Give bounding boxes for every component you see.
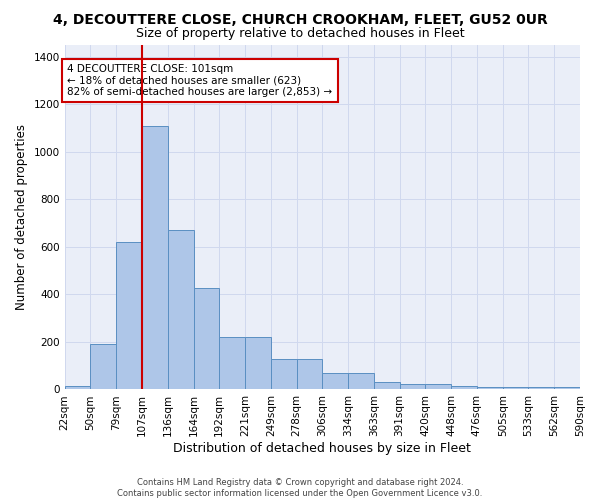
Bar — [296, 358, 322, 390]
Bar — [425, 384, 451, 390]
Text: 4, DECOUTTERE CLOSE, CHURCH CROOKHAM, FLEET, GU52 0UR: 4, DECOUTTERE CLOSE, CHURCH CROOKHAM, FL… — [53, 12, 547, 26]
Bar — [271, 358, 296, 390]
Bar — [322, 373, 348, 390]
Bar — [348, 373, 374, 390]
Bar — [65, 386, 91, 390]
Bar — [168, 230, 193, 390]
Bar — [477, 387, 503, 390]
X-axis label: Distribution of detached houses by size in Fleet: Distribution of detached houses by size … — [173, 442, 471, 455]
Text: Size of property relative to detached houses in Fleet: Size of property relative to detached ho… — [136, 28, 464, 40]
Text: Contains HM Land Registry data © Crown copyright and database right 2024.
Contai: Contains HM Land Registry data © Crown c… — [118, 478, 482, 498]
Bar — [193, 288, 219, 390]
Text: 4 DECOUTTERE CLOSE: 101sqm
← 18% of detached houses are smaller (623)
82% of sem: 4 DECOUTTERE CLOSE: 101sqm ← 18% of deta… — [67, 64, 332, 97]
Bar — [503, 387, 529, 390]
Bar — [219, 337, 245, 390]
Bar — [554, 387, 580, 390]
Bar — [142, 126, 168, 390]
Bar — [374, 382, 400, 390]
Bar — [116, 242, 142, 390]
Bar — [529, 387, 554, 390]
Bar — [245, 337, 271, 390]
Bar — [400, 384, 425, 390]
Bar — [451, 386, 477, 390]
Bar — [91, 344, 116, 390]
Y-axis label: Number of detached properties: Number of detached properties — [15, 124, 28, 310]
